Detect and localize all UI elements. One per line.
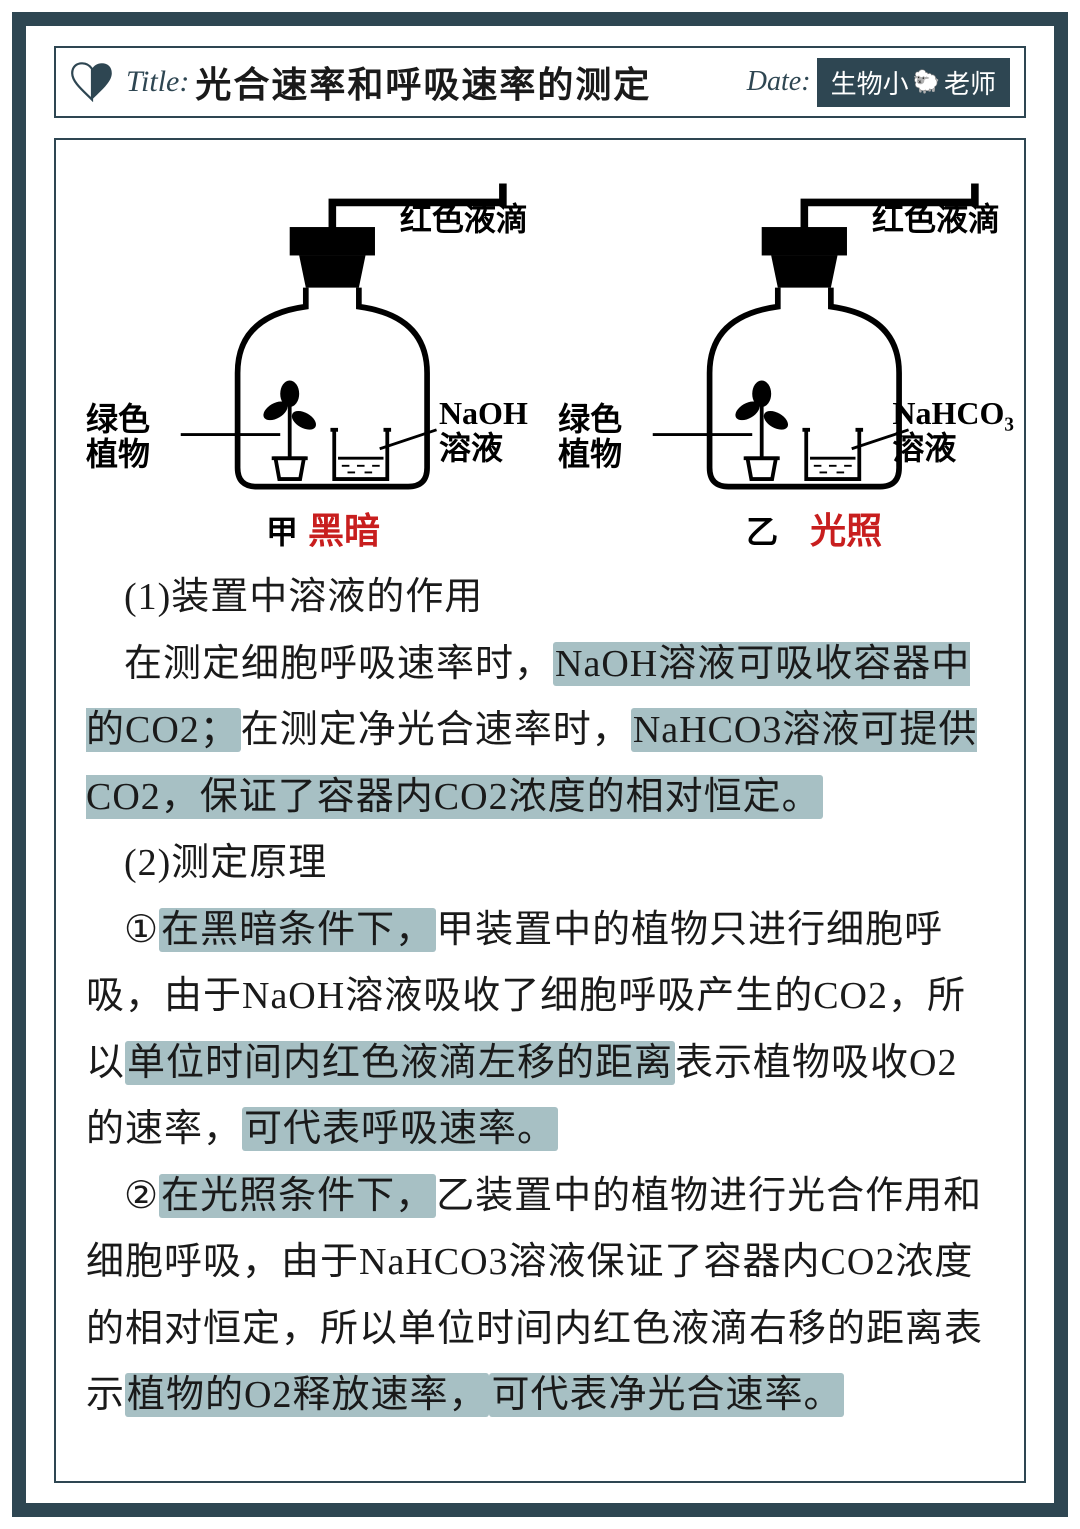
- condition-label-left: 黑暗: [308, 512, 380, 552]
- date-label: Date:: [747, 66, 811, 98]
- header-bar: Title: 光合速率和呼吸速率的测定 Date: 生物小 🐑 老师: [54, 46, 1026, 118]
- solution-label-left: NaOH 溶液: [439, 396, 528, 466]
- content-frame: 红色液滴 绿色 植物 NaOH 溶液 甲 黑暗: [54, 138, 1026, 1483]
- outer-frame: Title: 光合速率和呼吸速率的测定 Date: 生物小 🐑 老师: [12, 12, 1068, 1517]
- highlight: 在光照条件下，: [159, 1174, 436, 1218]
- badge-suffix: 老师: [944, 64, 996, 101]
- highlight: 可代表净光合速率。: [489, 1373, 844, 1417]
- droplet-label-right: 红色液滴: [872, 202, 1000, 237]
- author-badge: 生物小 🐑 老师: [817, 58, 1010, 107]
- page-title: 光合速率和呼吸速率的测定: [195, 56, 746, 108]
- para-3: (2)测定原理: [86, 830, 994, 897]
- diagram-right: 红色液滴 绿色 植物 NaHCO₃ 溶液 乙 光照: [558, 164, 994, 544]
- para-1: (1)装置中溶液的作用: [86, 564, 994, 631]
- body-text: (1)装置中溶液的作用 在测定细胞呼吸速率时，NaOH溶液可吸收容器中的CO2；…: [86, 564, 994, 1429]
- diagrams-row: 红色液滴 绿色 植物 NaOH 溶液 甲 黑暗: [86, 164, 994, 544]
- plant-label-right: 绿色 植物: [558, 402, 622, 472]
- highlight: 可代表呼吸速率。: [242, 1107, 558, 1151]
- droplet-label-left: 红色液滴: [400, 202, 528, 237]
- para-4: ①在黑暗条件下，甲装置中的植物只进行细胞呼吸，由于NaOH溶液吸收了细胞呼吸产生…: [86, 897, 994, 1163]
- heart-icon: [70, 62, 114, 102]
- badge-prefix: 生物小: [831, 64, 909, 101]
- para-2: 在测定细胞呼吸速率时，NaOH溶液可吸收容器中的CO2；在测定净光合速率时，Na…: [86, 631, 994, 831]
- name-label-left: 甲: [266, 515, 298, 550]
- solution-label-right: NaHCO₃ 溶液: [892, 396, 1014, 466]
- sheep-icon: 🐑: [913, 69, 940, 95]
- name-label-right: 乙: [746, 515, 778, 550]
- plant-label-left: 绿色 植物: [86, 402, 150, 472]
- diagram-left: 红色液滴 绿色 植物 NaOH 溶液 甲 黑暗: [86, 164, 522, 544]
- highlight: 在黑暗条件下，: [159, 908, 436, 952]
- condition-label-right: 光照: [810, 512, 882, 552]
- highlight: 单位时间内红色液滴左移的距离: [125, 1041, 675, 1085]
- highlight: 植物的O2释放速率，: [125, 1373, 489, 1417]
- para-5: ②在光照条件下，乙装置中的植物进行光合作用和细胞呼吸，由于NaHCO3溶液保证了…: [86, 1163, 994, 1429]
- title-label: Title:: [126, 65, 189, 99]
